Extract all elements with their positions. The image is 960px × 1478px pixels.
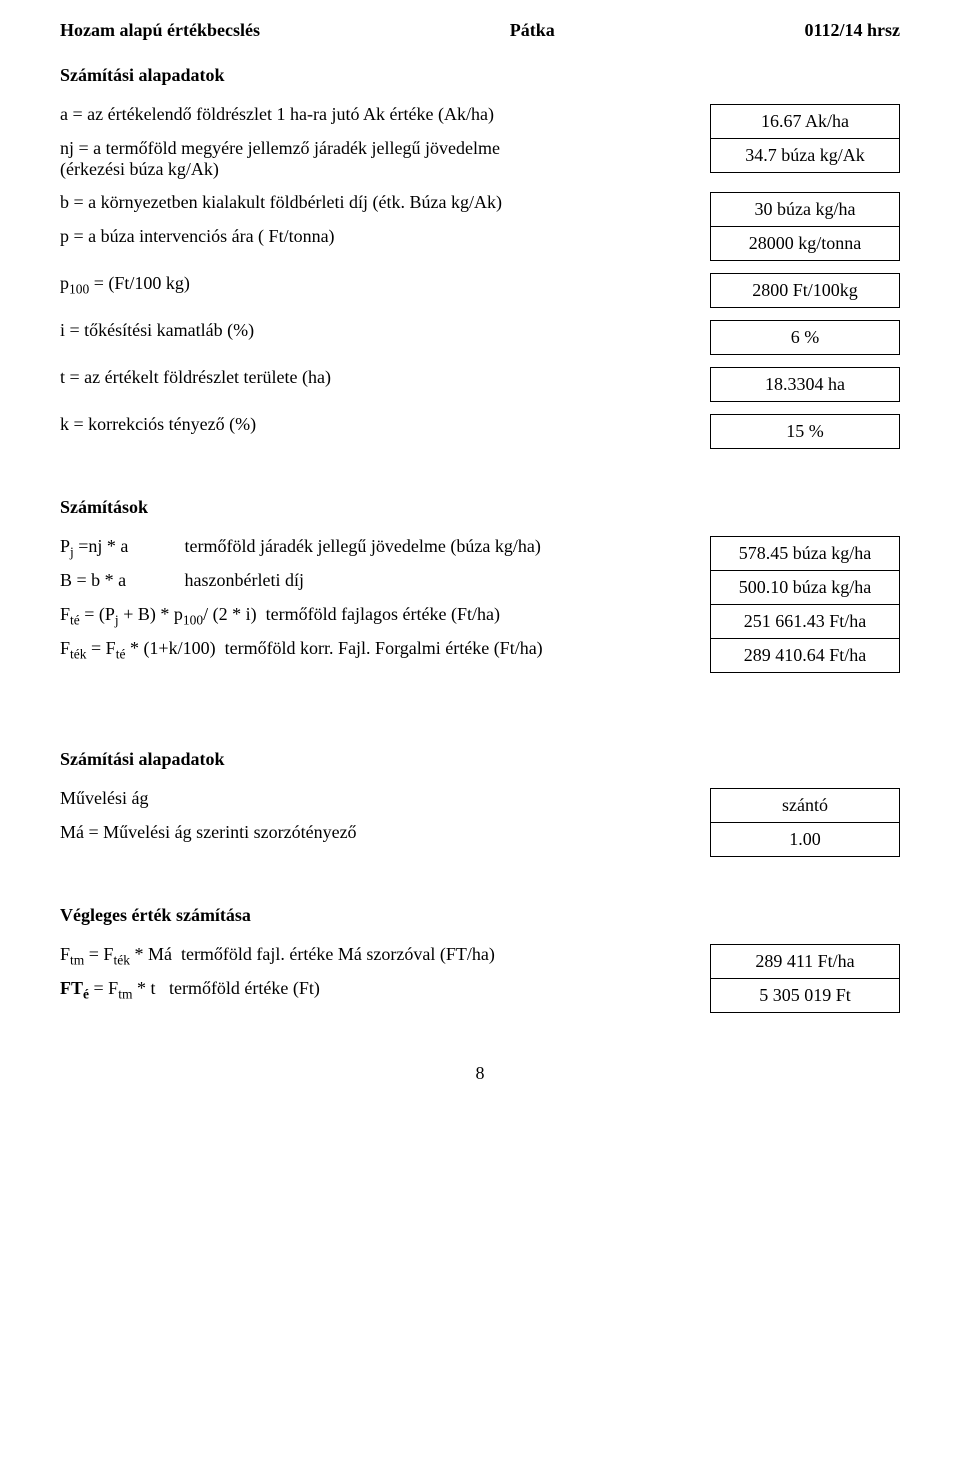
label-fte2: FTé = Ftm * t termőföld értéke (Ft)	[60, 978, 710, 1003]
label-pj: Pj =nj * a termőföld járadék jellegű jöv…	[60, 536, 710, 561]
label-ma: Má = Művelési ág szerinti szorzótényező	[60, 822, 710, 843]
section2-group: Pj =nj * a termőföld járadék jellegű jöv…	[60, 536, 900, 673]
section1-group5: t = az értékelt földrészlet területe (ha…	[60, 367, 900, 402]
doc-header: Hozam alapú értékbecslés Pátka 0112/14 h…	[60, 20, 900, 41]
value-k: 15 %	[710, 414, 900, 449]
label-nj: nj = a termőföld megyére jellemző járadé…	[60, 138, 710, 180]
section1-group1: a = az értékelendő földrészlet 1 ha-ra j…	[60, 104, 900, 180]
value-fte: 251 661.43 Ft/ha	[710, 604, 900, 638]
desc-pj: termőföld járadék jellegű jövedelme (búz…	[185, 536, 541, 557]
value-p: 28000 kg/tonna	[710, 226, 900, 261]
value-ma: 1.00	[710, 822, 900, 857]
label-a: a = az értékelendő földrészlet 1 ha-ra j…	[60, 104, 710, 125]
section1-group6: k = korrekciós tényező (%) 15 %	[60, 414, 900, 449]
label-nj-l2: (érkezési búza kg/Ak)	[60, 159, 700, 180]
section1-group2: b = a környezetben kialakult földbérleti…	[60, 192, 900, 261]
header-place: Pátka	[510, 20, 555, 41]
page-number: 8	[60, 1063, 900, 1084]
value-i: 6 %	[710, 320, 900, 355]
section3-title: Számítási alapadatok	[60, 749, 900, 770]
value-nj: 34.7 búza kg/Ak	[710, 138, 900, 173]
section1-title: Számítási alapadatok	[60, 65, 900, 86]
value-b: 30 búza kg/ha	[710, 192, 900, 226]
section4-group: Ftm = Fték * Má termőföld fajl. értéke M…	[60, 944, 900, 1013]
label-nj-l1: nj = a termőföld megyére jellemző járadé…	[60, 138, 700, 159]
value-t: 18.3304 ha	[710, 367, 900, 402]
label-p: p = a búza intervenciós ára ( Ft/tonna)	[60, 226, 710, 247]
label-ftek: Fték = Fté * (1+k/100) termőföld korr. F…	[60, 638, 710, 663]
label-fte: Fté = (Pj + B) * p100/ (2 * i) termőföld…	[60, 604, 710, 629]
label-bb: B = b * a haszonbérleti díj	[60, 570, 710, 591]
eq-bb: B = b * a	[60, 570, 180, 591]
value-bb: 500.10 búza kg/ha	[710, 570, 900, 604]
header-title: Hozam alapú értékbecslés	[60, 20, 260, 41]
value-ftek: 289 410.64 Ft/ha	[710, 638, 900, 673]
value-p100: 2800 Ft/100kg	[710, 273, 900, 308]
label-p100: p100 = (Ft/100 kg)	[60, 273, 710, 298]
section4-title: Végleges érték számítása	[60, 905, 900, 926]
label-ftm: Ftm = Fték * Má termőföld fajl. értéke M…	[60, 944, 710, 969]
value-ftm: 289 411 Ft/ha	[710, 944, 900, 978]
label-k: k = korrekciós tényező (%)	[60, 414, 710, 435]
value-a: 16.67 Ak/ha	[710, 104, 900, 138]
section1-group3: p100 = (Ft/100 kg) 2800 Ft/100kg	[60, 273, 900, 308]
label-mag: Művelési ág	[60, 788, 710, 809]
header-hrsz: 0112/14 hrsz	[804, 20, 900, 41]
label-i: i = tőkésítési kamatláb (%)	[60, 320, 710, 341]
desc-bb: haszonbérleti díj	[185, 570, 304, 591]
value-fte2: 5 305 019 Ft	[710, 978, 900, 1013]
section2-title: Számítások	[60, 497, 900, 518]
label-b: b = a környezetben kialakult földbérleti…	[60, 192, 710, 213]
label-t: t = az értékelt földrészlet területe (ha…	[60, 367, 710, 388]
section1-group4: i = tőkésítési kamatláb (%) 6 %	[60, 320, 900, 355]
section3-group: Művelési ág szántó Má = Művelési ág szer…	[60, 788, 900, 857]
value-pj: 578.45 búza kg/ha	[710, 536, 900, 570]
value-mag: szántó	[710, 788, 900, 822]
